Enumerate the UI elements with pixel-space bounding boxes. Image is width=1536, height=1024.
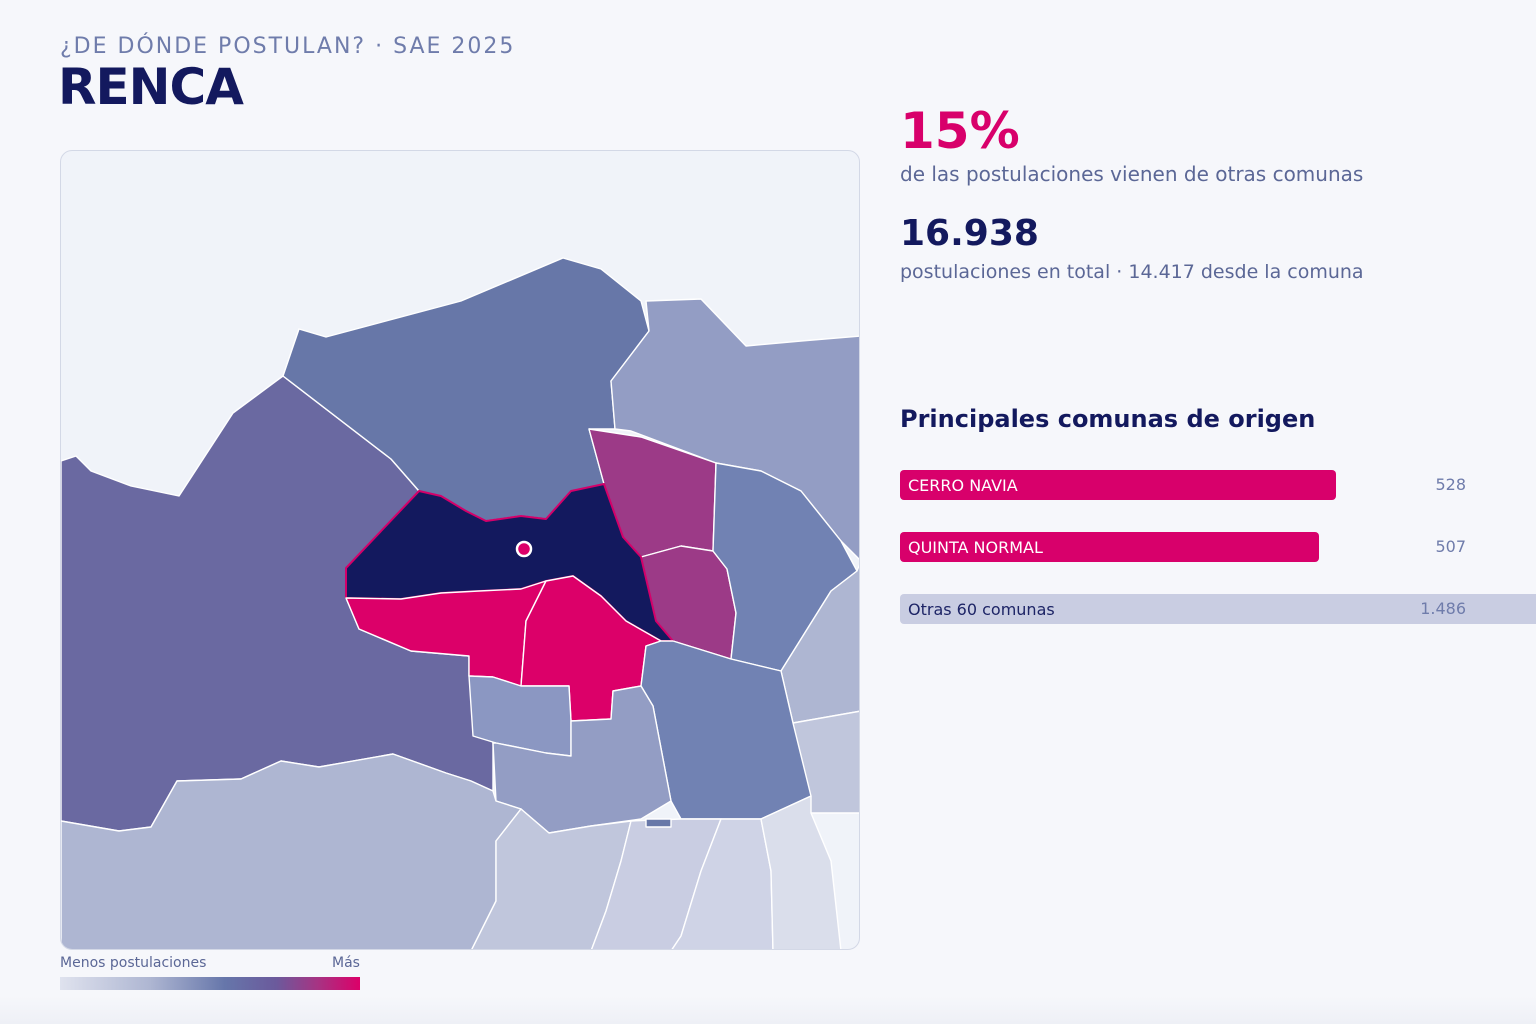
origin-row[interactable]: CERRO NAVIA 528 (900, 470, 1536, 500)
total-applications-description: postulaciones en total · 14.417 desde la… (900, 261, 1364, 283)
origin-value: 1.486 (1420, 599, 1466, 618)
origin-value: 507 (1435, 537, 1466, 556)
location-marker-icon (515, 540, 533, 558)
map-commune-small-box[interactable] (645, 818, 672, 828)
page-title: RENCA (58, 58, 244, 116)
legend-low-label: Menos postulaciones (60, 955, 207, 971)
map-kicker: ¿DE DÓNDE POSTULAN? · SAE 2025 (60, 34, 516, 59)
origins-title: Principales comunas de origen (900, 405, 1316, 433)
legend-color-scale (60, 977, 360, 990)
bottom-fade (0, 996, 1536, 1024)
legend-high-label: Más (332, 955, 360, 971)
origin-name: Otras 60 comunas (908, 599, 1055, 619)
origin-bar-others: Otras 60 comunas (900, 594, 1536, 624)
origin-name: QUINTA NORMAL (908, 537, 1043, 557)
origin-name: CERRO NAVIA (908, 475, 1018, 495)
origin-bar-quinta-normal: QUINTA NORMAL (900, 532, 1319, 562)
origin-row[interactable]: QUINTA NORMAL 507 (900, 532, 1536, 562)
external-share-description: de las postulaciones vienen de otras com… (900, 162, 1364, 186)
external-share-percent: 15% (900, 102, 1020, 160)
total-applications: 16.938 (900, 213, 1039, 254)
choropleth-map[interactable] (60, 150, 860, 950)
origin-value: 528 (1435, 475, 1466, 494)
map-commune-south-4[interactable] (760, 795, 842, 950)
origin-bar-cerro-navia: CERRO NAVIA (900, 470, 1336, 500)
origin-row[interactable]: Otras 60 comunas 1.486 (900, 594, 1536, 624)
